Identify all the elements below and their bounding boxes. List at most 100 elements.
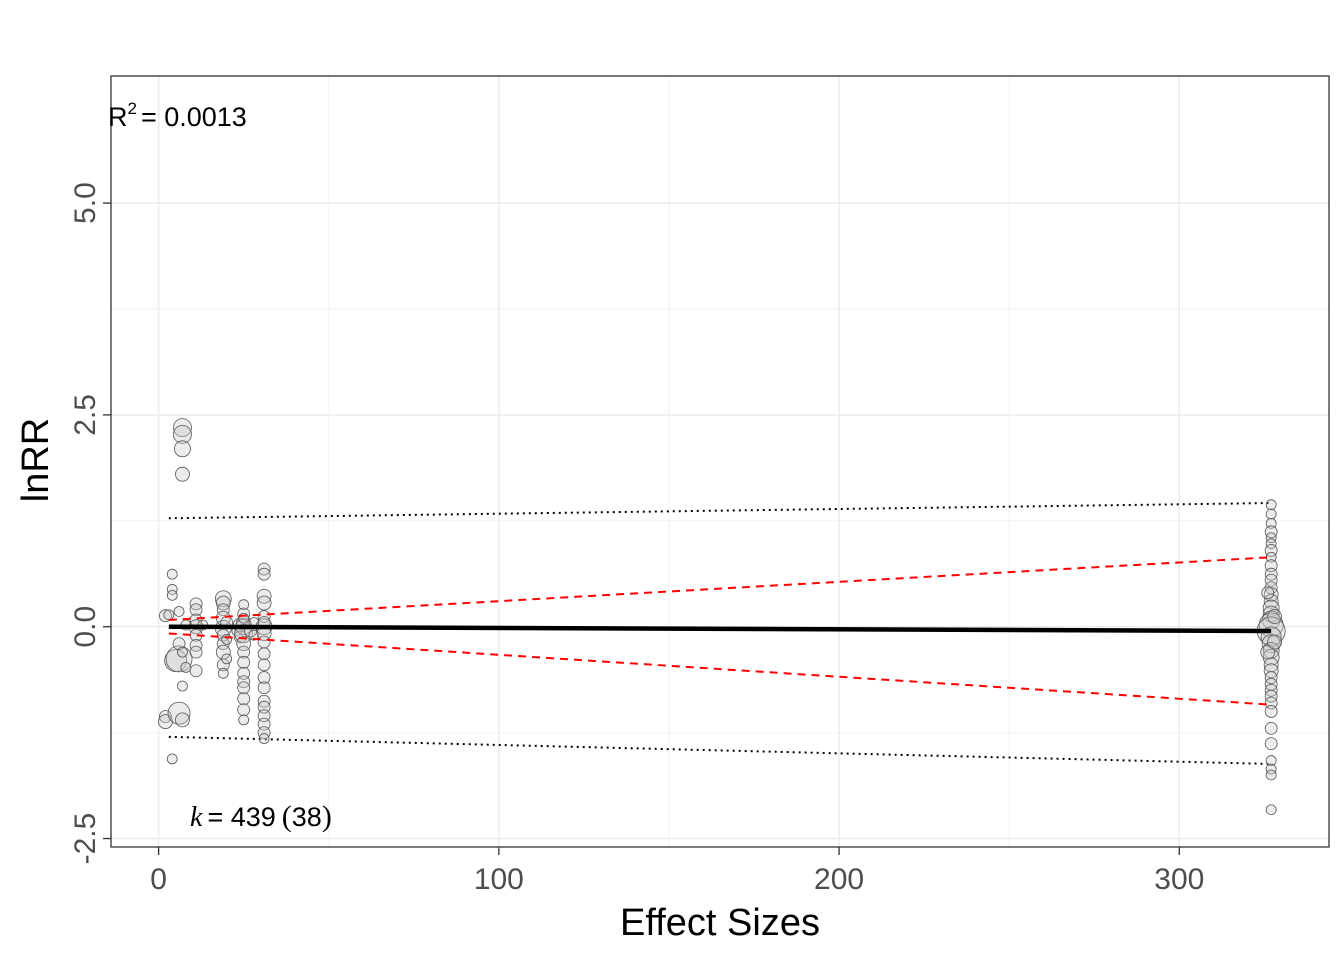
data-point	[1264, 671, 1278, 684]
major-gridlines	[111, 76, 1329, 847]
data-point	[177, 646, 188, 658]
data-point	[163, 609, 175, 621]
k-label: k	[190, 802, 203, 833]
data-point	[174, 440, 191, 458]
k-studies: 38	[292, 802, 322, 832]
data-point	[165, 645, 193, 673]
y-tick-label: 5.0	[69, 182, 102, 224]
data-point	[257, 635, 271, 649]
data-point	[1261, 586, 1275, 600]
y-tick-label: -2.5	[69, 813, 102, 865]
k-close-paren: )	[322, 800, 332, 833]
data-point	[257, 562, 271, 576]
plot-panel-border	[110, 75, 1330, 848]
data-point	[1265, 755, 1277, 766]
data-point	[1265, 532, 1277, 544]
data-point	[1267, 609, 1282, 624]
data-point	[248, 629, 260, 641]
data-point	[173, 606, 185, 617]
data-point	[257, 726, 271, 740]
r2-annotation: R2 = 0.0013	[108, 99, 247, 132]
data-point	[1265, 538, 1277, 550]
data-point	[173, 424, 192, 444]
data-point	[1264, 573, 1278, 587]
data-point	[167, 701, 191, 725]
data-point	[221, 653, 233, 665]
data-point	[237, 703, 251, 717]
data-point	[257, 647, 271, 661]
y-axis-title: lnRR	[15, 418, 57, 502]
data-point	[1265, 508, 1277, 520]
x-axis-title: Effect Sizes	[620, 902, 820, 944]
data-point	[237, 692, 251, 706]
k-open-paren: (	[282, 800, 292, 833]
data-point	[215, 595, 231, 611]
data-point	[1261, 634, 1281, 654]
data-point	[172, 637, 186, 651]
data-point	[189, 603, 203, 617]
data-point	[217, 667, 229, 679]
data-point	[166, 753, 178, 765]
x-tick-label: 100	[474, 863, 524, 896]
data-point	[1265, 769, 1277, 781]
x-tick-label: 0	[150, 863, 167, 896]
data-point	[257, 681, 271, 695]
y-tick-label: 0.0	[69, 606, 102, 648]
y-tick-label: 2.5	[69, 394, 102, 436]
data-point	[166, 568, 178, 580]
data-point	[221, 634, 233, 645]
data-point	[216, 658, 230, 672]
data-point	[1265, 804, 1277, 816]
data-point	[257, 658, 271, 672]
data-point	[1264, 737, 1278, 751]
data-point	[175, 466, 190, 482]
confidence-interval-lower	[168, 632, 1272, 706]
data-point	[1263, 593, 1279, 609]
k-value: = 439	[207, 802, 275, 832]
data-point	[1267, 634, 1282, 650]
data-point	[237, 681, 251, 695]
data-point	[1265, 499, 1277, 511]
data-point	[1260, 644, 1276, 660]
prediction-interval-upper	[168, 502, 1272, 520]
fit-line-group	[168, 556, 1272, 706]
k-annotation: k = 439 (38)	[190, 800, 332, 833]
data-point	[1264, 525, 1278, 539]
data-point	[189, 638, 203, 652]
data-point	[166, 584, 178, 595]
data-point	[1264, 689, 1278, 703]
data-point	[216, 603, 230, 617]
data-point	[1264, 721, 1278, 735]
data-point	[166, 589, 178, 601]
data-point	[177, 680, 188, 692]
regression-fit-line	[168, 624, 1272, 634]
r2-value: = 0.0013	[141, 102, 247, 132]
interval-lines	[168, 502, 1272, 765]
data-point	[159, 609, 172, 623]
data-point	[258, 733, 270, 744]
x-tick-label: 300	[1154, 863, 1204, 896]
data-point	[180, 661, 192, 673]
data-point	[237, 645, 251, 659]
r2-superscript: 2	[128, 99, 137, 118]
data-point	[238, 599, 250, 611]
prediction-interval-lower	[168, 735, 1272, 765]
data-point	[238, 714, 250, 726]
x-tick-label: 200	[814, 863, 864, 896]
data-points	[158, 418, 1286, 816]
data-point	[256, 595, 272, 611]
confidence-interval-upper	[168, 556, 1272, 621]
y-axis-ticks: -2.5 0.0 2.5 5.0	[69, 182, 111, 864]
data-point	[1264, 705, 1278, 718]
data-point	[257, 567, 271, 581]
data-point	[237, 607, 251, 621]
data-point	[1265, 517, 1277, 529]
data-point	[1263, 663, 1279, 679]
data-point	[173, 418, 192, 438]
x-axis-ticks: 0 100 200 300	[150, 847, 1204, 896]
data-point	[189, 664, 203, 678]
data-point	[1262, 605, 1280, 623]
data-point	[189, 645, 203, 659]
